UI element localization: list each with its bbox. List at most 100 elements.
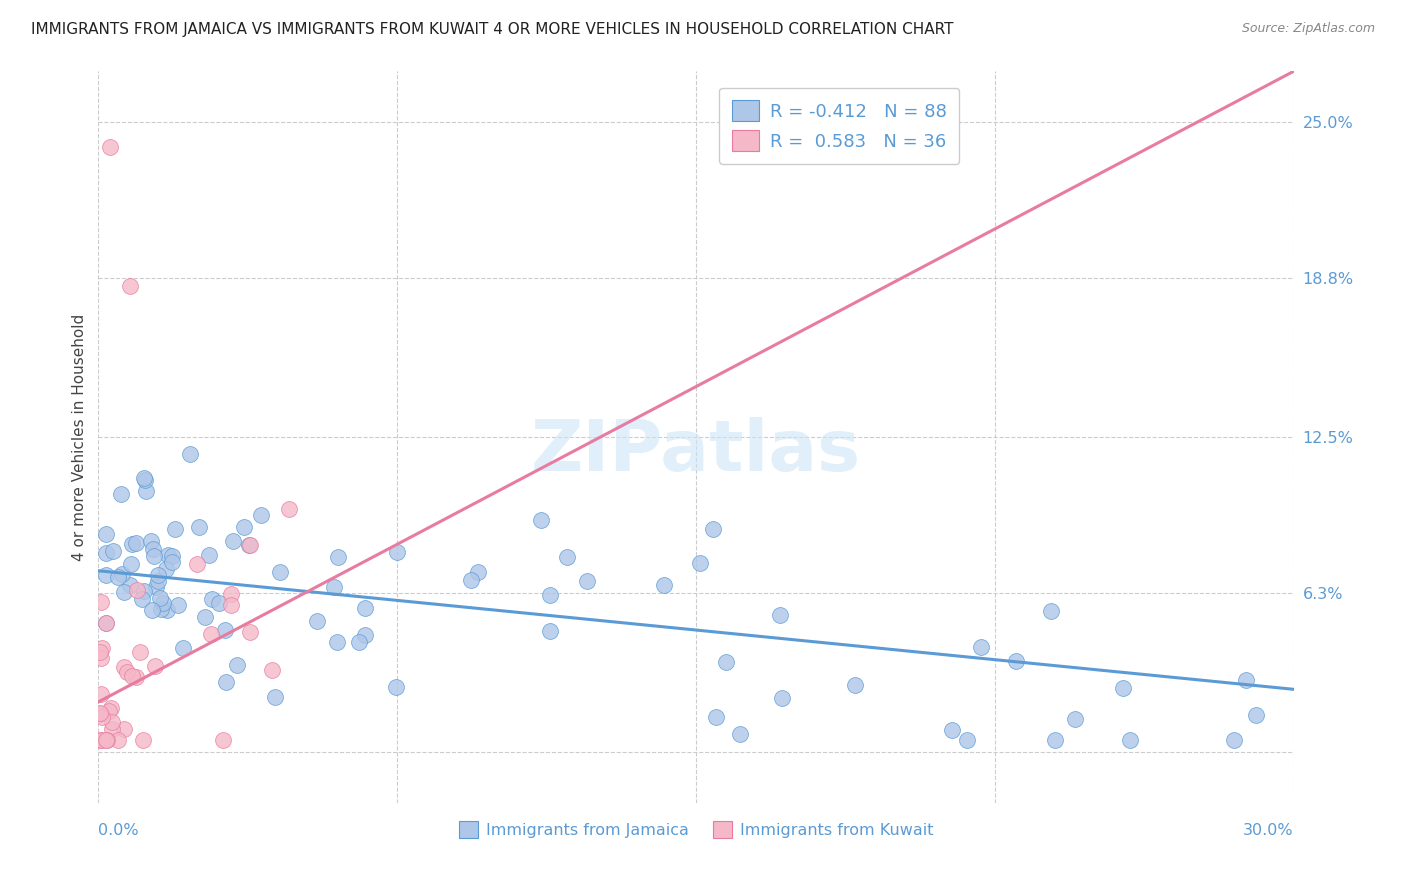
Point — [187, 520, 209, 534]
Point — [90, 651, 112, 665]
Point — [555, 549, 578, 564]
Point — [264, 690, 287, 704]
Point — [142, 549, 165, 563]
Point — [249, 508, 271, 522]
Point — [150, 601, 173, 615]
Point — [714, 655, 737, 669]
Point — [970, 640, 993, 654]
Point — [115, 665, 138, 679]
Point — [166, 598, 188, 612]
Point — [155, 562, 177, 576]
Point — [132, 584, 155, 599]
Point — [141, 533, 163, 548]
Point — [956, 732, 979, 747]
Point — [91, 641, 114, 656]
Point — [385, 545, 408, 559]
Point — [225, 657, 247, 672]
Point — [96, 732, 118, 747]
Text: 30.0%: 30.0% — [1243, 823, 1294, 838]
Point — [135, 483, 157, 498]
Text: IMMIGRANTS FROM JAMAICA VS IMMIGRANTS FROM KUWAIT 4 OR MORE VEHICLES IN HOUSEHOL: IMMIGRANTS FROM JAMAICA VS IMMIGRANTS FR… — [31, 22, 953, 37]
Point — [538, 624, 561, 639]
Point — [89, 706, 111, 721]
Point — [112, 722, 135, 736]
Point — [118, 578, 141, 592]
Point — [160, 555, 183, 569]
Point — [197, 548, 219, 562]
Point — [214, 624, 236, 638]
Point — [100, 701, 122, 715]
Point — [90, 732, 112, 747]
Point — [149, 591, 172, 606]
Point — [156, 603, 179, 617]
Point — [194, 610, 217, 624]
Point — [689, 557, 711, 571]
Text: ZIPatlas: ZIPatlas — [531, 417, 860, 486]
Point — [730, 727, 752, 741]
Point — [215, 675, 238, 690]
Point — [121, 536, 143, 550]
Point — [145, 580, 167, 594]
Point — [219, 598, 242, 612]
Point — [94, 615, 117, 630]
Point — [127, 582, 149, 597]
Point — [576, 574, 599, 588]
Point — [96, 527, 118, 541]
Text: 0.0%: 0.0% — [98, 823, 139, 838]
Point — [134, 473, 156, 487]
Point — [141, 603, 163, 617]
Point — [98, 140, 122, 154]
Point — [323, 580, 346, 594]
Point — [96, 546, 118, 560]
Point — [1112, 681, 1135, 695]
Point — [90, 594, 112, 608]
Point — [467, 565, 489, 579]
Point — [238, 538, 260, 552]
Point — [239, 624, 262, 639]
Point — [1244, 708, 1267, 723]
Point — [269, 565, 291, 579]
Point — [165, 522, 187, 536]
Point — [107, 570, 129, 584]
Point — [89, 706, 111, 720]
Point — [1040, 604, 1063, 618]
Point — [219, 587, 242, 601]
Point — [156, 548, 179, 562]
Point — [90, 687, 112, 701]
Point — [120, 278, 142, 293]
Point — [208, 596, 231, 610]
Point — [1119, 732, 1142, 747]
Text: Source: ZipAtlas.com: Source: ZipAtlas.com — [1241, 22, 1375, 36]
Legend: Immigrants from Jamaica, Immigrants from Kuwait: Immigrants from Jamaica, Immigrants from… — [451, 814, 941, 846]
Point — [148, 568, 170, 582]
Point — [278, 501, 301, 516]
Point — [114, 585, 136, 599]
Point — [179, 447, 201, 461]
Point — [770, 691, 793, 706]
Point — [186, 558, 208, 572]
Point — [121, 668, 143, 682]
Point — [233, 519, 256, 533]
Point — [134, 471, 156, 485]
Point — [1234, 673, 1257, 687]
Point — [101, 544, 124, 558]
Point — [530, 512, 553, 526]
Point — [110, 487, 132, 501]
Point — [354, 627, 377, 641]
Point — [238, 538, 260, 552]
Point — [89, 645, 111, 659]
Point — [148, 574, 170, 588]
Point — [96, 615, 118, 630]
Point — [844, 678, 866, 692]
Point — [91, 710, 114, 724]
Point — [1063, 712, 1085, 726]
Point — [222, 533, 245, 548]
Point — [132, 732, 155, 747]
Point — [200, 627, 222, 641]
Point — [326, 635, 349, 649]
Point — [769, 608, 792, 623]
Point — [347, 635, 370, 649]
Point — [98, 704, 121, 718]
Point — [385, 680, 408, 694]
Point — [262, 663, 284, 677]
